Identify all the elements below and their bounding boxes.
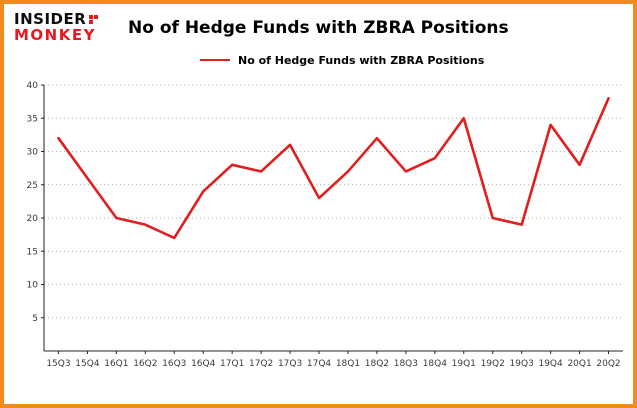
line-chart: 5 10 15 20 25 30 35 40 15Q3 15Q4 16Q1 16Q2 16Q3 16Q4 1… [27,81,623,369]
legend-line-swatch [200,59,230,61]
logo-text-monkey: MONKEY [14,25,96,44]
svg-text:5: 5 [32,313,38,323]
svg-text:18Q3: 18Q3 [394,359,418,369]
svg-text:15: 15 [27,247,38,257]
svg-text:16Q1: 16Q1 [104,359,128,369]
svg-text:18Q4: 18Q4 [423,359,448,369]
svg-text:15Q4: 15Q4 [75,359,100,369]
svg-text:16Q2: 16Q2 [133,359,157,369]
svg-text:18Q2: 18Q2 [365,359,389,369]
legend: No of Hedge Funds with ZBRA Positions [200,54,633,67]
svg-text:19Q3: 19Q3 [510,359,534,369]
svg-text:17Q2: 17Q2 [249,359,273,369]
svg-text:40: 40 [27,81,39,91]
insider-monkey-logo: INSIDER MONKEY [14,10,118,44]
svg-text:19Q4: 19Q4 [538,359,563,369]
svg-text:20: 20 [27,214,39,224]
monkey-pixel-icon [89,15,99,25]
svg-text:19Q2: 19Q2 [481,359,505,369]
svg-text:18Q1: 18Q1 [336,359,360,369]
svg-text:30: 30 [27,147,39,157]
chart-header: INSIDER MONKEY No of Hedge Funds with ZB… [4,4,633,44]
svg-text:35: 35 [27,114,38,124]
svg-text:20Q2: 20Q2 [596,359,620,369]
svg-text:17Q1: 17Q1 [220,359,244,369]
svg-text:17Q4: 17Q4 [307,359,332,369]
logo-text-insider: INSIDER [14,10,87,28]
svg-text:17Q3: 17Q3 [278,359,302,369]
svg-text:16Q4: 16Q4 [191,359,216,369]
svg-text:16Q3: 16Q3 [162,359,186,369]
svg-text:15Q3: 15Q3 [46,359,70,369]
svg-text:20Q1: 20Q1 [567,359,591,369]
chart-title: No of Hedge Funds with ZBRA Positions [128,17,509,38]
legend-label: No of Hedge Funds with ZBRA Positions [238,53,485,67]
svg-text:19Q1: 19Q1 [452,359,476,369]
svg-text:25: 25 [27,180,38,190]
svg-text:10: 10 [27,280,39,290]
